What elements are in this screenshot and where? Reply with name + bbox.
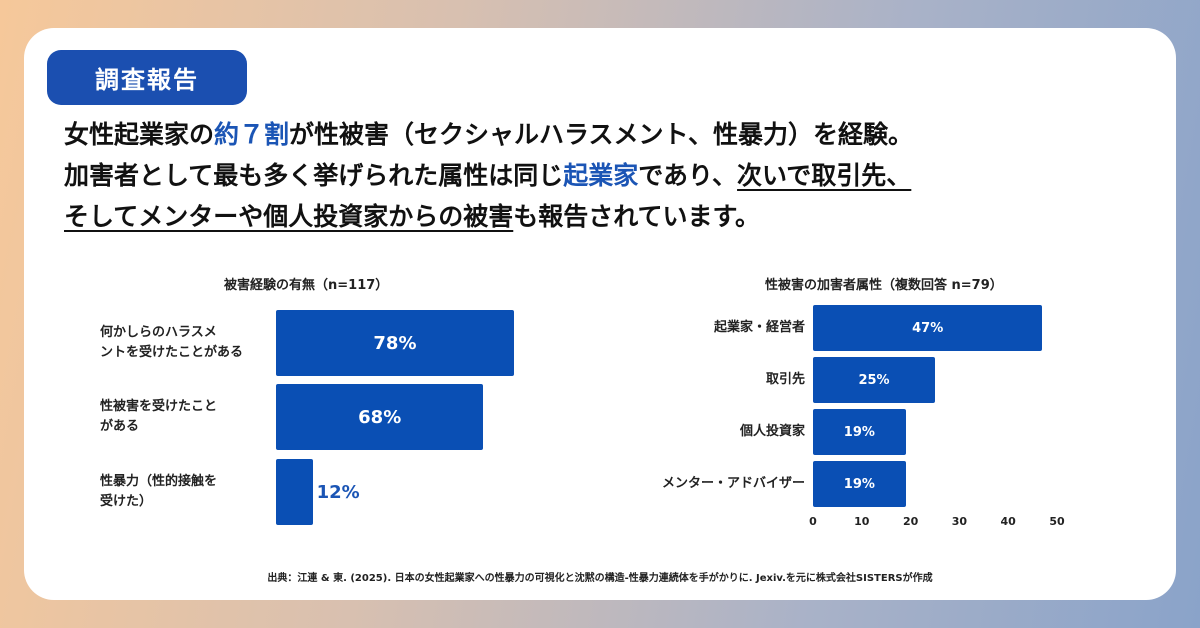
headline-underline: 次いで取引先、 (737, 161, 912, 190)
category-label: 性暴力（性的接触を 受けた） (100, 474, 218, 509)
bar (276, 459, 313, 525)
left-chart-title: 被害経験の有無（n=117） (224, 278, 389, 293)
category-label: 取引先 (765, 372, 805, 387)
headline: 女性起業家の約７割が性被害（セクシャルハラスメント、性暴力）を経験。 加害者とし… (64, 114, 913, 237)
headline-highlight: 約７割 (214, 120, 290, 149)
category-label: 何かしらのハラスメ ントを受けたことがある (100, 325, 244, 360)
bar (813, 357, 935, 403)
source-note: 出典：江連 & 東. (2025). 日本の女性起業家への性暴力の可視化と沈黙の… (267, 573, 933, 584)
headline-underline: そしてメンターや個人投資家からの被害 (64, 202, 514, 231)
axis-tick-label: 50 (1049, 515, 1065, 528)
data-label: 12% (316, 481, 360, 503)
category-label: 起業家・経営者 (713, 320, 805, 335)
headline-text: 女性起業家の (64, 120, 215, 149)
headline-text: が性被害（セクシャルハラスメント、性暴力）を経験。 (289, 120, 914, 149)
axis-tick-label: 40 (1000, 515, 1016, 528)
headline-text: 加害者として最も多く挙げられた属性は同じ (64, 161, 564, 190)
data-label: 19% (843, 424, 875, 440)
headline-highlight: 起業家 (563, 161, 639, 190)
axis-tick-label: 0 (809, 515, 817, 528)
data-label: 78% (373, 332, 417, 354)
category-label: 性被害を受けたこと がある (100, 399, 218, 434)
axis-tick-label: 10 (854, 515, 870, 528)
bar (813, 305, 1043, 351)
headline-text: であり、 (638, 161, 738, 190)
category-label: メンター・アドバイザー (661, 476, 805, 491)
bar (276, 384, 484, 450)
bar (813, 461, 906, 507)
data-label: 68% (358, 406, 402, 428)
data-label: 19% (843, 476, 875, 492)
bar (813, 409, 906, 455)
axis-tick-label: 20 (902, 515, 919, 528)
bar (276, 310, 514, 376)
headline-text: も報告されています。 (513, 202, 761, 231)
axis-tick-label: 30 (951, 515, 968, 528)
data-label: 47% (912, 320, 944, 336)
right-chart-title: 性被害の加害者属性（複数回答 n=79） (765, 278, 1003, 293)
data-label: 25% (858, 372, 890, 388)
report-badge: 調査報告 (47, 50, 247, 105)
category-label: 個人投資家 (739, 424, 805, 439)
